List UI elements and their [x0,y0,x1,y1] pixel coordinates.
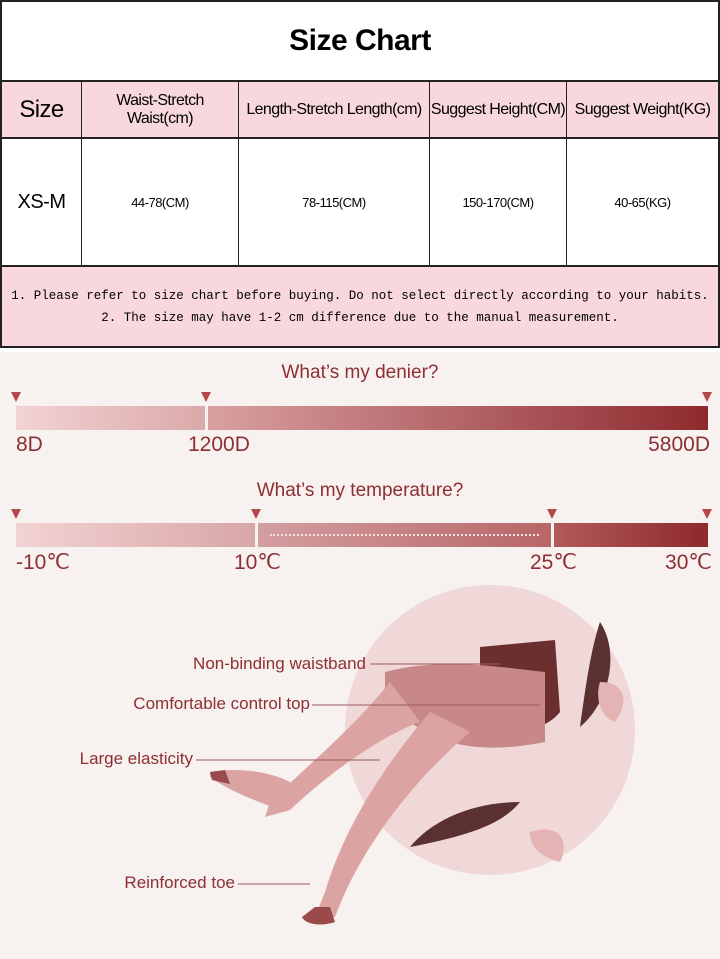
feature-control-top: Comfortable control top [133,694,310,713]
denier-label-5800d: 5800D [648,433,710,456]
legs-illustration [196,585,635,925]
temperature-title: What’s my temperature? [256,480,464,501]
hosiery-info-panel: What’s my denier? 8D 1200D 5800D What’s … [0,352,720,959]
denier-label-8d: 8D [16,433,43,456]
header-weight: Suggest Weight(KG) [574,100,711,118]
marker-icon [547,509,557,519]
feature-elasticity: Large elasticity [79,749,193,768]
marker-icon [702,509,712,519]
marker-icon [11,509,21,519]
temp-label-10: 10℃ [234,551,281,574]
header-height: Suggest Height(CM) [430,82,567,137]
header-row: Size Waist-Stretch Waist(cm) Length-Stre… [2,82,718,139]
marker-icon [11,392,21,402]
note-2: 2. The size may have 1-2 cm difference d… [101,310,619,325]
cell-waist: 44-78(CM) [82,139,239,265]
range-arrow-icon [270,534,539,536]
temp-label-25: 25℃ [530,551,577,574]
denier-bar-light [16,406,205,430]
header-waist: Waist-Stretch Waist(cm) [82,82,239,137]
marker-icon [251,509,261,519]
header-length: Length-Stretch Length(cm) [239,82,430,137]
feature-reinforced-toe: Reinforced toe [124,873,235,892]
size-chart-table: Size Chart Size Waist-Stretch Waist(cm) … [0,0,720,348]
leaf-icon [410,622,611,847]
denier-label-1200d: 1200D [188,433,250,456]
table-row: XS-M 44-78(CM) 78-115(CM) 150-170(CM) 40… [2,139,718,267]
temp-bar-warm [554,523,708,547]
cell-weight: 40-65(KG) [614,194,671,210]
header-size: Size [2,82,82,137]
feature-waistband: Non-binding waistband [193,654,366,673]
temp-bar-cold [16,523,255,547]
notes-row: 1. Please refer to size chart before buy… [2,267,718,346]
title-row: Size Chart [2,2,718,82]
temp-label-30: 30℃ [665,551,712,574]
cell-length: 78-115(CM) [239,139,430,265]
note-1: 1. Please refer to size chart before buy… [11,288,709,303]
marker-icon [201,392,211,402]
temp-label-minus10: -10℃ [16,551,70,574]
marker-icon [702,392,712,402]
size-chart-title: Size Chart [289,24,431,57]
cell-height: 150-170(CM) [430,139,567,265]
temp-bar-mid [258,523,551,547]
cell-size: XS-M [2,139,82,265]
denier-bar-dark [208,406,708,430]
denier-title: What’s my denier? [281,362,439,383]
